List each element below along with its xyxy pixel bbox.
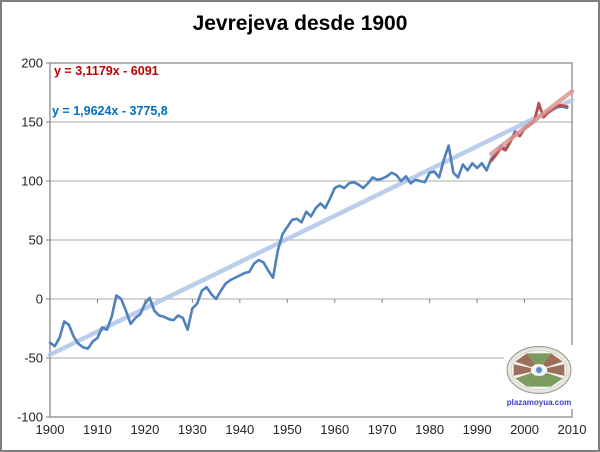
x-tick-label: 1980 [415,422,444,437]
trendline-equation-red: y = 3,1179x - 6091 [54,64,159,78]
y-tick-label: 0 [36,292,43,307]
plazamoyua-logo-icon [506,346,572,394]
y-tick-label: -100 [17,410,43,425]
trendline-equation-blue: y = 1,9624x - 3775,8 [52,104,168,118]
y-tick-label: 150 [21,115,43,130]
x-tick-label: 1900 [36,422,65,437]
y-tick-label: 200 [21,56,43,71]
series-line-main [48,104,569,350]
watermark: plazamoyua.com [504,345,574,409]
x-tick-label: 1920 [130,422,159,437]
x-tick-label: 2010 [558,422,587,437]
x-tick-label: 1970 [368,422,397,437]
y-tick-label: -50 [24,351,43,366]
x-tick-label: 1950 [273,422,302,437]
y-tick-label: 100 [21,174,43,189]
x-tick-label: 1940 [225,422,254,437]
x-tick-label: 1930 [178,422,207,437]
x-tick-label: 1960 [320,422,349,437]
trendline-blue [47,97,575,357]
trendline-red [489,89,575,157]
x-tick-label: 1910 [83,422,112,437]
chart-title: Jevrejeva desde 1900 [192,12,408,35]
x-tick-label: 2000 [510,422,539,437]
y-tick-label: 50 [29,233,43,248]
x-tick-label: 1990 [463,422,492,437]
watermark-text: plazamoyua.com [506,398,572,407]
